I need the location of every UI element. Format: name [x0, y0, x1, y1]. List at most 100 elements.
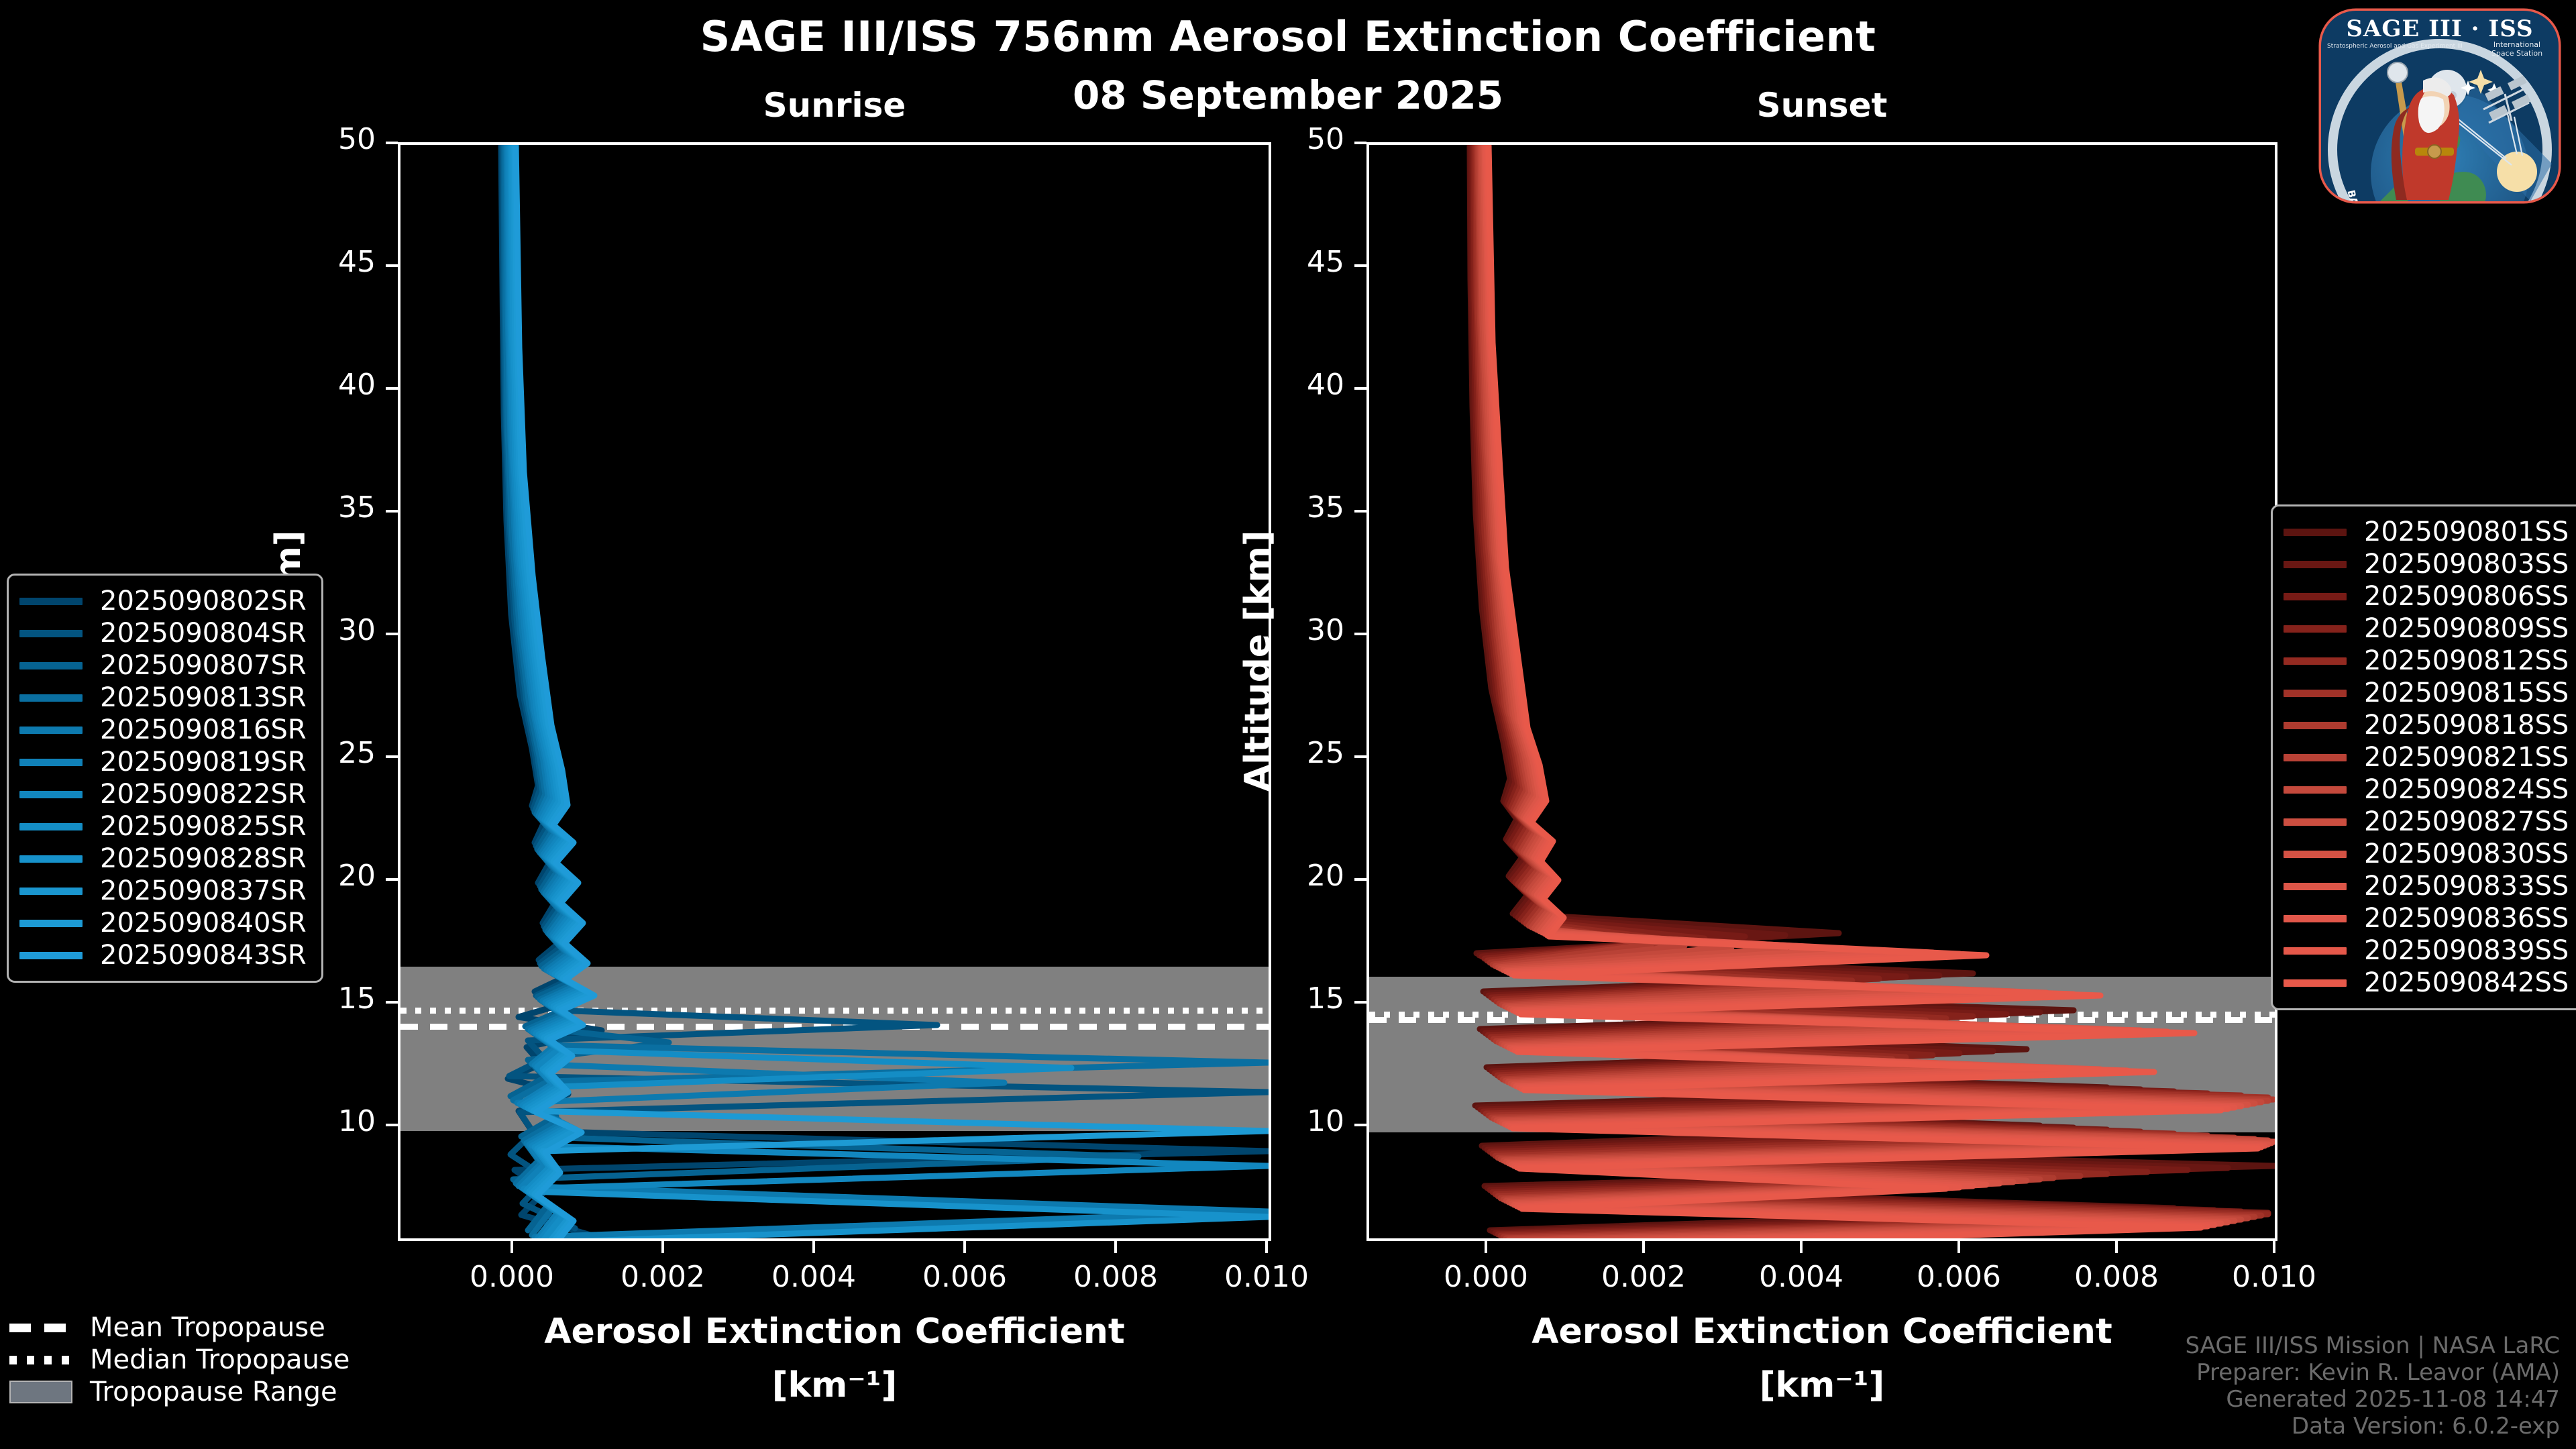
- footer-line-data-version: Data Version: 6.0.2-exp: [2291, 1412, 2560, 1440]
- legend-item[interactable]: 2025090839SS: [2284, 934, 2569, 967]
- legend-item-median-tropopause[interactable]: Median Tropopause: [9, 1344, 350, 1376]
- footer-line-generated: Generated 2025-11-08 14:47: [2226, 1385, 2560, 1413]
- legend-item-label: Mean Tropopause: [90, 1312, 325, 1343]
- legend-line-swatch: [2284, 882, 2347, 890]
- xtick-label-0000-sunset: 0.000: [1444, 1260, 1528, 1294]
- legend-item[interactable]: 2025090833SS: [2284, 870, 2569, 902]
- dotted-line-swatch: [9, 1355, 72, 1364]
- legend-item[interactable]: 2025090801SS: [2284, 516, 2569, 548]
- yaxis-title-sunset: Altitude [km]: [1238, 530, 1278, 792]
- legend-item-label: 2025090828SR: [100, 843, 307, 874]
- legend-item[interactable]: 2025090804SR: [19, 617, 307, 649]
- legend-line-swatch: [2284, 592, 2347, 600]
- legend-item[interactable]: 2025090822SR: [19, 778, 307, 810]
- legend-item[interactable]: 2025090827SS: [2284, 806, 2569, 838]
- legend-line-swatch: [2284, 689, 2347, 697]
- ytick-label-30-sunrise: 30: [338, 613, 376, 647]
- legend-line-swatch: [19, 855, 83, 863]
- xtick-label-0000-sunrise: 0.000: [470, 1260, 554, 1294]
- legend-item[interactable]: 2025090843SR: [19, 939, 307, 971]
- xaxis-title-line1-sunset: Aerosol Extinction Coefficient: [1532, 1311, 2112, 1352]
- legend-item-label: 2025090819SR: [100, 747, 307, 777]
- legend-item-label: 2025090833SS: [2364, 871, 2569, 902]
- star-icon: [2461, 80, 2475, 95]
- iss-panels: [2485, 75, 2531, 120]
- ytick-label-15-sunset: 15: [1307, 981, 1344, 1016]
- ytick-label-15-sunrise: 15: [338, 981, 376, 1016]
- legend-item[interactable]: 2025090842SS: [2284, 967, 2569, 999]
- legend-item[interactable]: 2025090802SR: [19, 585, 307, 617]
- xtick-label-0008-sunrise: 0.008: [1073, 1260, 1158, 1294]
- legend-item-label: 2025090803SS: [2364, 549, 2569, 580]
- page-subtitle-date: 08 September 2025: [1072, 72, 1504, 118]
- legend-item-label: 2025090839SS: [2364, 935, 2569, 966]
- xtick-label-0004-sunrise: 0.004: [771, 1260, 856, 1294]
- ytick-label-30-sunset: 30: [1307, 613, 1344, 647]
- ytick-label-25-sunrise: 25: [338, 736, 376, 770]
- ytick-label-50-sunrise: 50: [338, 122, 376, 156]
- sunrise-profile-lines: [498, 145, 1269, 1238]
- legend-item[interactable]: 2025090807SR: [19, 649, 307, 682]
- legend-item[interactable]: 2025090837SR: [19, 875, 307, 907]
- legend-line-swatch: [2284, 721, 2347, 729]
- legend-line-swatch: [19, 597, 83, 605]
- ytick-label-35-sunrise: 35: [338, 490, 376, 525]
- star-icon: [2469, 70, 2493, 94]
- xtick-label-0010-sunset: 0.010: [2232, 1260, 2316, 1294]
- legend-line-swatch: [2284, 657, 2347, 665]
- legend-item-tropopause-range[interactable]: Tropopause Range: [9, 1376, 350, 1408]
- legend-item-label: 2025090801SS: [2364, 517, 2569, 547]
- plot-area-sunrise: [400, 145, 1269, 1238]
- legend-item[interactable]: 2025090819SR: [19, 746, 307, 778]
- ytick-label-45-sunset: 45: [1307, 245, 1344, 279]
- median-tropopause-line-sunrise: [400, 1008, 1269, 1014]
- legend-item-label: 2025090824SS: [2364, 774, 2569, 805]
- xtick-label-0008-sunset: 0.008: [2074, 1260, 2159, 1294]
- legend-item[interactable]: 2025090840SR: [19, 907, 307, 939]
- legend-item[interactable]: 2025090812SS: [2284, 645, 2569, 677]
- legend-sunset[interactable]: 2025090801SS 2025090803SS 2025090806SS 2…: [2271, 504, 2576, 1010]
- logo-subtitle-right-2: Space Station: [2491, 49, 2542, 58]
- legend-sunrise[interactable]: 2025090802SR 2025090804SR 2025090807SR 2…: [7, 574, 323, 983]
- legend-item-label: Median Tropopause: [90, 1344, 350, 1375]
- legend-item[interactable]: 2025090821SS: [2284, 741, 2569, 773]
- legend-item-mean-tropopause[interactable]: Mean Tropopause: [9, 1311, 350, 1344]
- legend-item-label: 2025090837SR: [100, 875, 307, 906]
- legend-line-swatch: [2284, 850, 2347, 858]
- plot-area-sunset: [1369, 145, 2275, 1238]
- ytick-label-25-sunset: 25: [1307, 736, 1344, 770]
- legend-item[interactable]: 2025090828SR: [19, 843, 307, 875]
- sage-figure-icon: [2387, 62, 2459, 201]
- legend-item[interactable]: 2025090813SR: [19, 682, 307, 714]
- sage-iii-iss-logo: BALL · NASA · TAS-I · ESA SAGE III · ISS…: [2316, 5, 2564, 207]
- xtick-label-0010-sunrise: 0.010: [1224, 1260, 1309, 1294]
- legend-item[interactable]: 2025090836SS: [2284, 902, 2569, 934]
- legend-item-label: 2025090825SR: [100, 811, 307, 842]
- legend-item-label: 2025090840SR: [100, 908, 307, 938]
- legend-item[interactable]: 2025090803SS: [2284, 548, 2569, 580]
- legend-item[interactable]: 2025090830SS: [2284, 838, 2569, 870]
- xtick-label-0006-sunrise: 0.006: [922, 1260, 1007, 1294]
- legend-item[interactable]: 2025090806SS: [2284, 580, 2569, 612]
- legend-item[interactable]: 2025090825SR: [19, 810, 307, 843]
- legend-line-swatch: [2284, 528, 2347, 536]
- legend-item-label: 2025090818SS: [2364, 710, 2569, 741]
- legend-item[interactable]: 2025090824SS: [2284, 773, 2569, 806]
- legend-item-label: 2025090816SR: [100, 714, 307, 745]
- legend-item-label: 2025090843SR: [100, 940, 307, 971]
- legend-item[interactable]: 2025090816SR: [19, 714, 307, 746]
- legend-item[interactable]: 2025090818SS: [2284, 709, 2569, 741]
- legend-tropopause[interactable]: Mean Tropopause Median Tropopause Tropop…: [9, 1311, 350, 1408]
- legend-line-swatch: [2284, 818, 2347, 826]
- legend-item-label: 2025090836SS: [2364, 903, 2569, 934]
- legend-line-swatch: [2284, 947, 2347, 955]
- legend-item-label: 2025090842SS: [2364, 967, 2569, 998]
- legend-item[interactable]: 2025090809SS: [2284, 612, 2569, 645]
- legend-item[interactable]: 2025090815SS: [2284, 677, 2569, 709]
- legend-line-swatch: [2284, 560, 2347, 568]
- xtick-label-0004-sunset: 0.004: [1759, 1260, 1843, 1294]
- xtick-label-0006-sunset: 0.006: [1917, 1260, 2001, 1294]
- ytick-label-20-sunrise: 20: [338, 859, 376, 893]
- legend-line-swatch: [19, 694, 83, 702]
- ytick-label-40-sunrise: 40: [338, 368, 376, 402]
